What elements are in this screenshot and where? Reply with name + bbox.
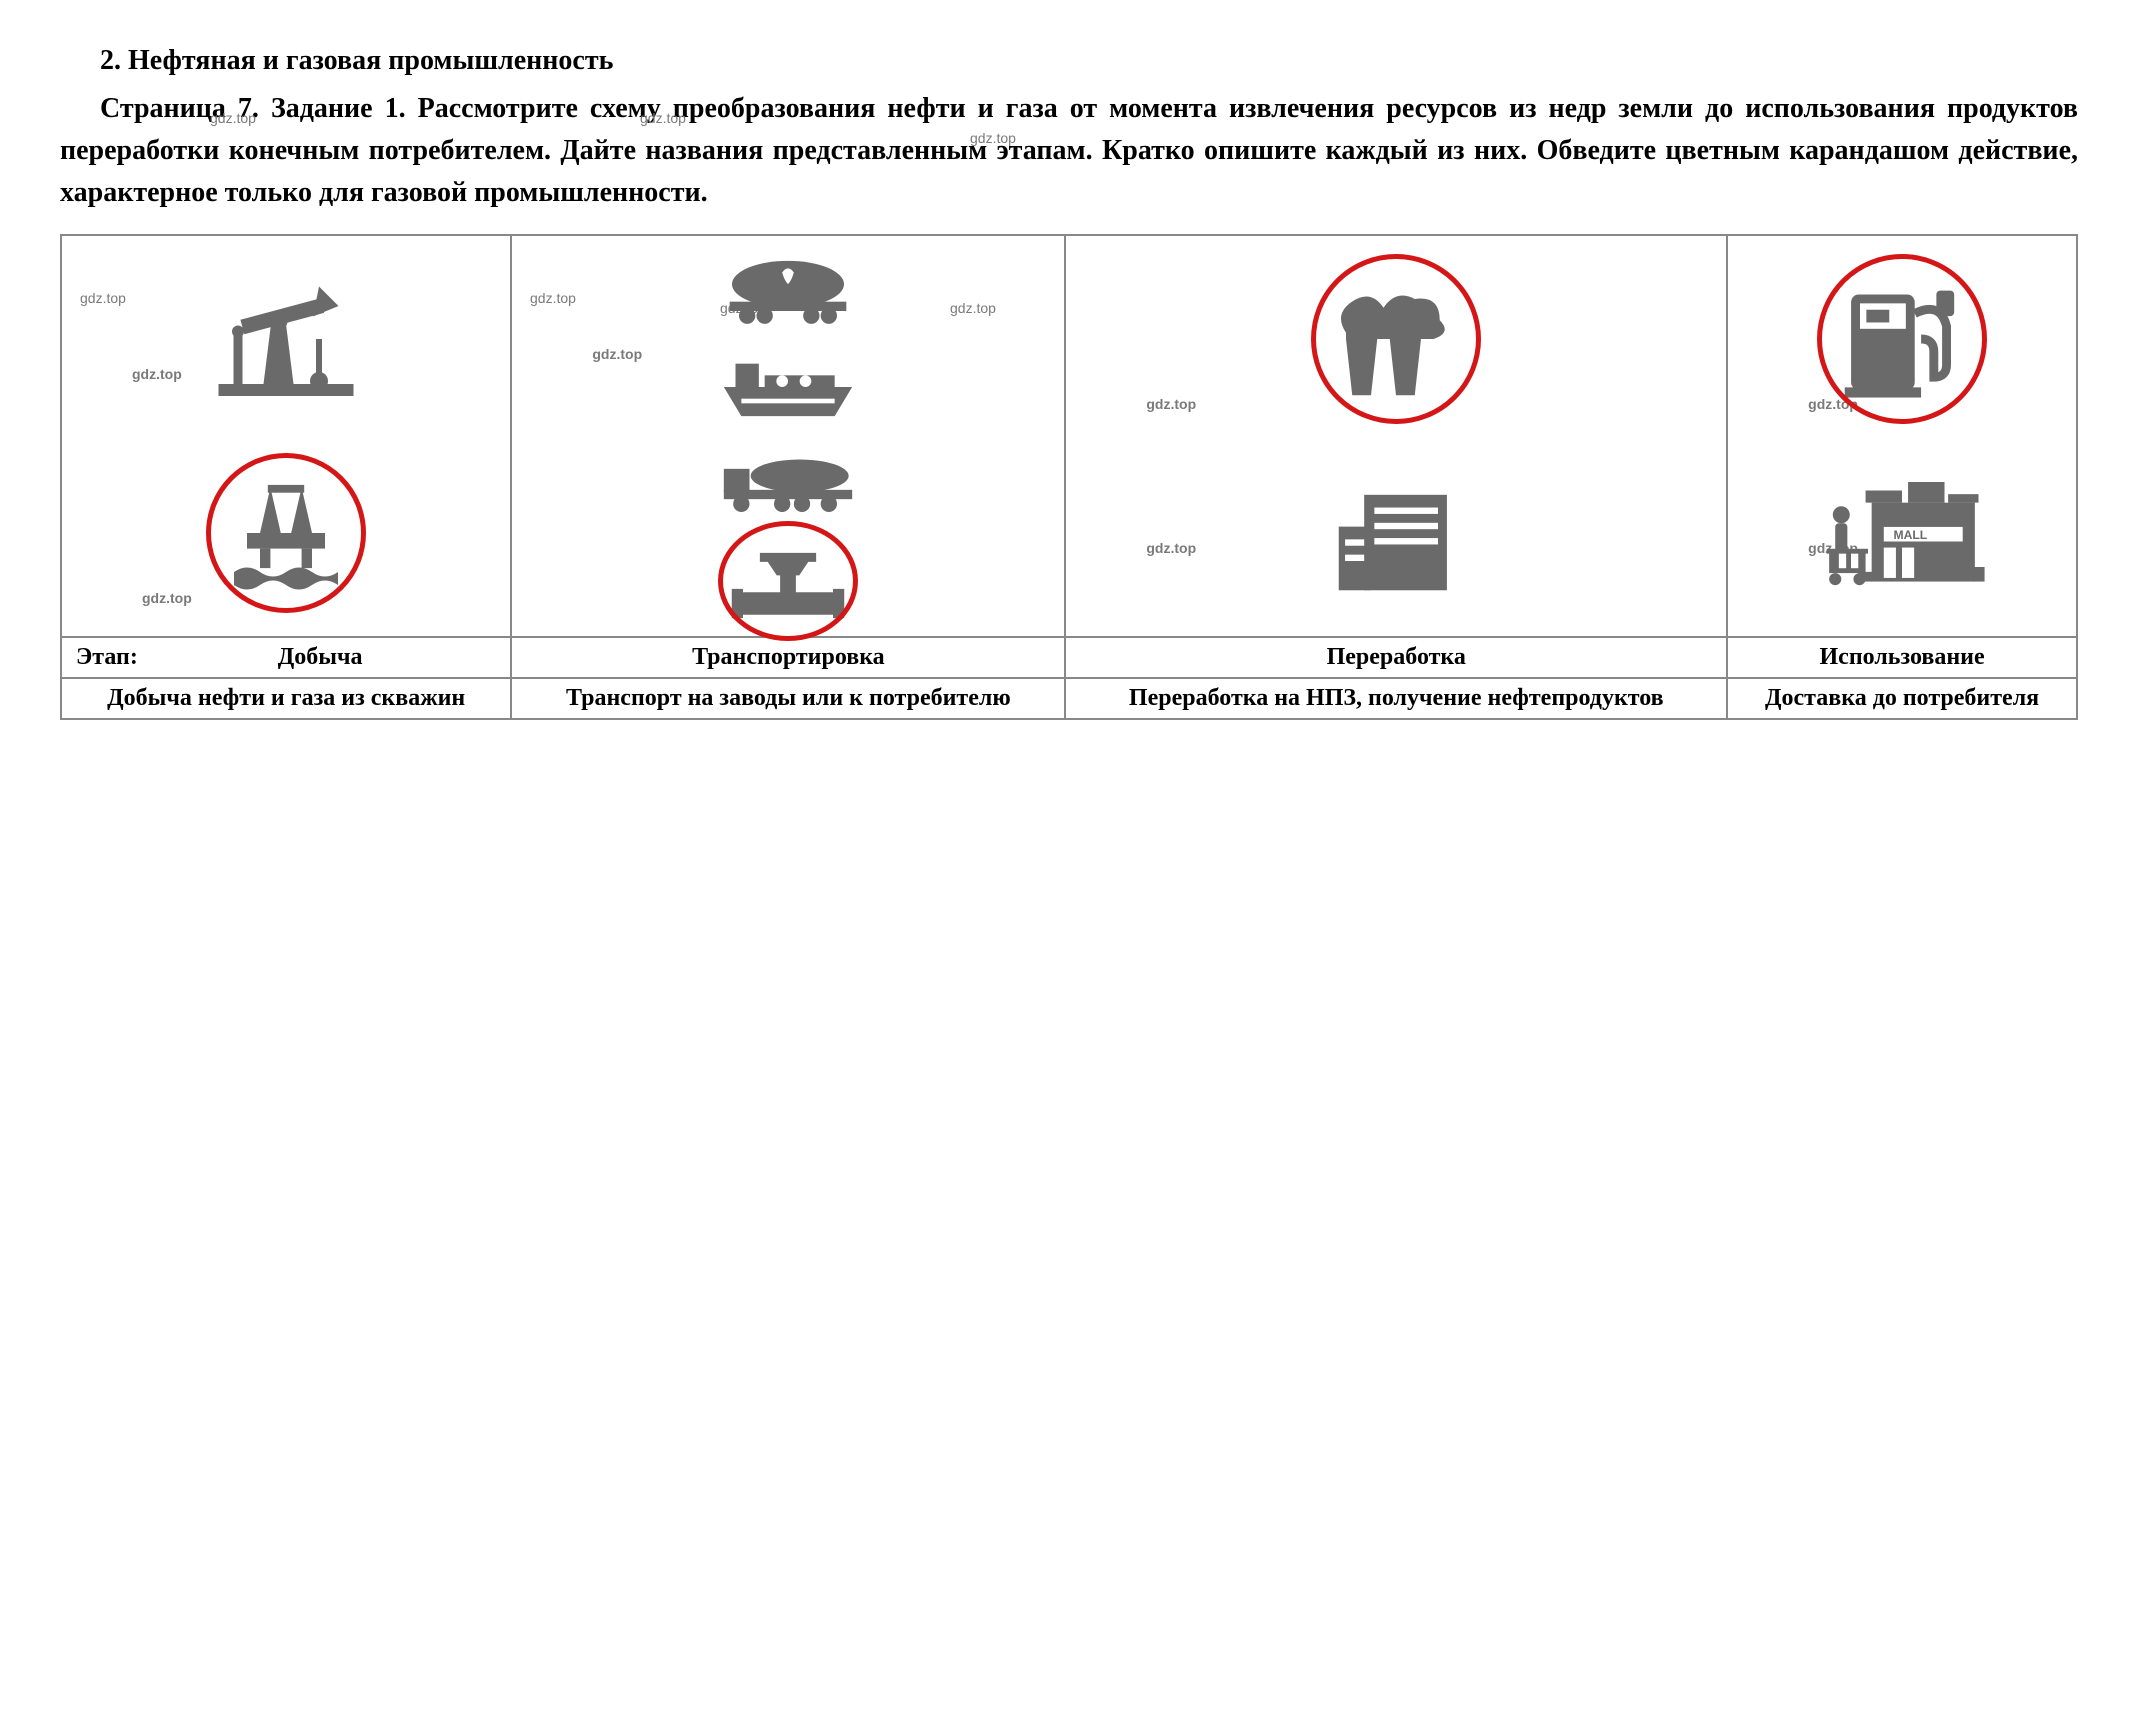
desc-usage: Доставка до потребителя — [1727, 678, 2077, 719]
stage-processing: Переработка — [1065, 637, 1727, 678]
col-processing-icons: gdz.top gdz.top — [1065, 235, 1727, 637]
tanker-ship-slot — [522, 343, 1054, 432]
offshore-rig-slot — [72, 440, 500, 626]
pump-jack-icon — [211, 279, 361, 399]
svg-text:MALL: MALL — [1894, 528, 1928, 542]
task-text: Страница 7. Задание 1. Рассмотрите схему… — [60, 88, 2078, 214]
power-plant-icon — [1321, 274, 1471, 404]
desc-transport: Транспорт на заводы или к потребителю — [511, 678, 1065, 719]
desc-processing: Переработка на НПЗ, получение нефтепроду… — [1065, 678, 1727, 719]
refinery-icon — [1326, 468, 1466, 598]
stage-transport: Транспортировка — [511, 637, 1065, 678]
stage-label: Этап: — [70, 644, 138, 671]
mall-consumer-icon: MALL — [1817, 468, 1987, 598]
col-transport-icons: gdz.top — [511, 235, 1065, 637]
desc-row: Добыча нефти и газа из скважин Транспорт… — [61, 678, 2077, 719]
stage-usage: Использование — [1727, 637, 2077, 678]
pipeline-valve-icon — [728, 536, 848, 626]
rail-tank-slot — [522, 246, 1054, 335]
pipeline-valve-slot — [522, 536, 1054, 626]
offshore-rig-icon — [221, 473, 351, 593]
schema-table: gdz.top gdz.top — [60, 234, 2078, 720]
stage-row: Этап: Добыча Транспортировка Переработка… — [61, 637, 2077, 678]
gas-pump-slot — [1738, 246, 2066, 432]
power-plant-slot — [1076, 246, 1716, 432]
col-usage-icons: gdz.top gdz.top — [1727, 235, 2077, 637]
gas-pump-icon — [1832, 274, 1972, 404]
pump-jack-slot — [72, 246, 500, 432]
tanker-ship-icon — [718, 352, 858, 422]
stage-extraction: Этап: Добыча — [61, 637, 511, 678]
icons-row: gdz.top gdz.top — [61, 235, 2077, 637]
desc-extraction: Добыча нефти и газа из скважин — [61, 678, 511, 719]
rail-tank-icon — [718, 255, 858, 325]
stage-name-0: Добыча — [278, 644, 363, 670]
section-title: 2. Нефтяная и газовая промышленность — [60, 40, 2078, 82]
tanker-truck-slot — [522, 439, 1054, 528]
mall-consumer-slot: MALL — [1738, 440, 2066, 626]
col-extraction-icons: gdz.top gdz.top — [61, 235, 511, 637]
heading-block: 2. Нефтяная и газовая промышленность Стр… — [60, 40, 2078, 214]
refinery-slot — [1076, 440, 1716, 626]
tanker-truck-icon — [718, 454, 858, 514]
